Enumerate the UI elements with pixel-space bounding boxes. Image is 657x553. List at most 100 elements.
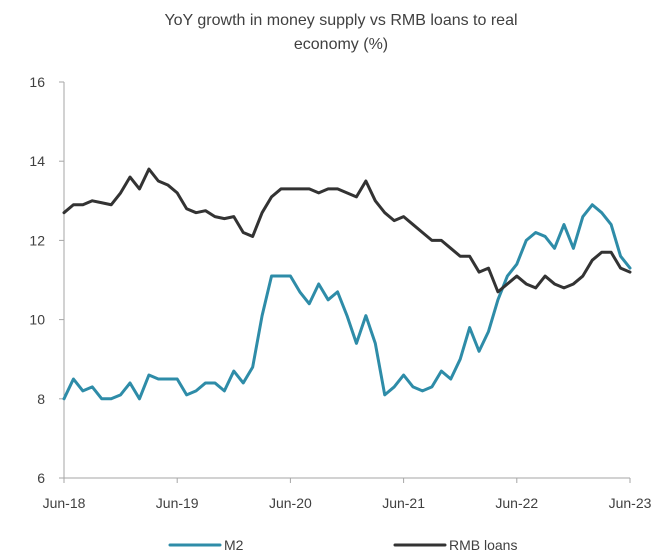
data-point: [129, 382, 131, 384]
data-point: [450, 247, 452, 249]
data-point: [148, 168, 150, 170]
data-point: [72, 204, 74, 206]
data-point: [308, 303, 310, 305]
legend-item-m2: M2: [168, 537, 244, 553]
data-point: [148, 374, 150, 376]
chart-title-line-2: economy (%): [294, 36, 388, 53]
data-point: [525, 239, 527, 241]
data-point: [318, 283, 320, 285]
data-point: [280, 275, 282, 277]
data-point: [619, 267, 621, 269]
data-point: [601, 251, 603, 253]
series-rmb-loans: [62, 167, 632, 294]
data-point: [299, 188, 301, 190]
data-point: [157, 378, 159, 380]
y-tick-label: 6: [37, 470, 45, 486]
y-axis: 6 8 10 12 14 16: [29, 74, 65, 486]
data-point: [572, 247, 574, 249]
y-tick-label: 12: [29, 232, 45, 248]
data-point: [233, 215, 235, 217]
series-layer: [62, 167, 632, 401]
data-point: [82, 390, 84, 392]
data-point: [336, 188, 338, 190]
data-point: [459, 358, 461, 360]
data-point: [261, 314, 263, 316]
data-point: [544, 275, 546, 277]
data-point: [365, 314, 367, 316]
data-point: [355, 342, 357, 344]
data-point: [355, 196, 357, 198]
data-point: [421, 390, 423, 392]
data-point: [167, 378, 169, 380]
y-tick-label: 14: [29, 153, 45, 169]
data-point: [223, 217, 225, 219]
data-point: [629, 267, 631, 269]
data-point: [280, 188, 282, 190]
x-tick-label: Jun-20: [269, 495, 312, 511]
data-point: [195, 211, 197, 213]
data-point: [450, 378, 452, 380]
data-point: [176, 378, 178, 380]
data-point: [497, 299, 499, 301]
series-line: [62, 203, 632, 401]
data-point: [393, 219, 395, 221]
data-point: [63, 211, 65, 213]
data-point: [591, 259, 593, 261]
data-point: [308, 188, 310, 190]
data-point: [525, 283, 527, 285]
x-tick-label: Jun-21: [382, 495, 425, 511]
data-point: [431, 386, 433, 388]
legend-label: M2: [224, 537, 244, 553]
data-point: [412, 386, 414, 388]
data-point: [563, 287, 565, 289]
y-tick-label: 16: [29, 74, 45, 90]
data-point: [553, 247, 555, 249]
data-point: [101, 398, 103, 400]
data-point: [223, 390, 225, 392]
data-point: [393, 386, 395, 388]
data-point: [242, 231, 244, 233]
data-point: [478, 271, 480, 273]
chart-title-line-1: YoY growth in money supply vs RMB loans …: [164, 12, 517, 29]
chart-legend: M2 RMB loans: [168, 537, 517, 553]
data-point: [534, 231, 536, 233]
data-point: [233, 370, 235, 372]
data-point: [516, 275, 518, 277]
data-point: [629, 271, 631, 273]
series-line: [62, 167, 632, 294]
data-point: [327, 299, 329, 301]
data-point: [384, 211, 386, 213]
data-point: [591, 204, 593, 206]
data-point: [185, 394, 187, 396]
data-point: [506, 275, 508, 277]
data-point: [487, 267, 489, 269]
data-point: [270, 196, 272, 198]
data-point: [261, 211, 263, 213]
data-point: [63, 398, 65, 400]
data-point: [289, 188, 291, 190]
data-point: [582, 215, 584, 217]
data-point: [204, 382, 206, 384]
data-point: [459, 255, 461, 257]
data-point: [563, 223, 565, 225]
data-point: [619, 255, 621, 257]
data-point: [374, 200, 376, 202]
data-point: [138, 398, 140, 400]
data-point: [185, 208, 187, 210]
data-point: [91, 386, 93, 388]
data-point: [110, 398, 112, 400]
y-tick-label: 8: [37, 391, 45, 407]
chart-title: YoY growth in money supply vs RMB loans …: [164, 12, 517, 53]
data-point: [582, 275, 584, 277]
data-point: [346, 314, 348, 316]
data-point: [119, 394, 121, 396]
data-point: [167, 184, 169, 186]
data-point: [195, 390, 197, 392]
data-point: [534, 287, 536, 289]
data-point: [440, 239, 442, 241]
data-point: [242, 382, 244, 384]
data-point: [610, 223, 612, 225]
data-point: [516, 263, 518, 265]
data-point: [129, 176, 131, 178]
legend-item-rmb-loans: RMB loans: [393, 537, 517, 553]
